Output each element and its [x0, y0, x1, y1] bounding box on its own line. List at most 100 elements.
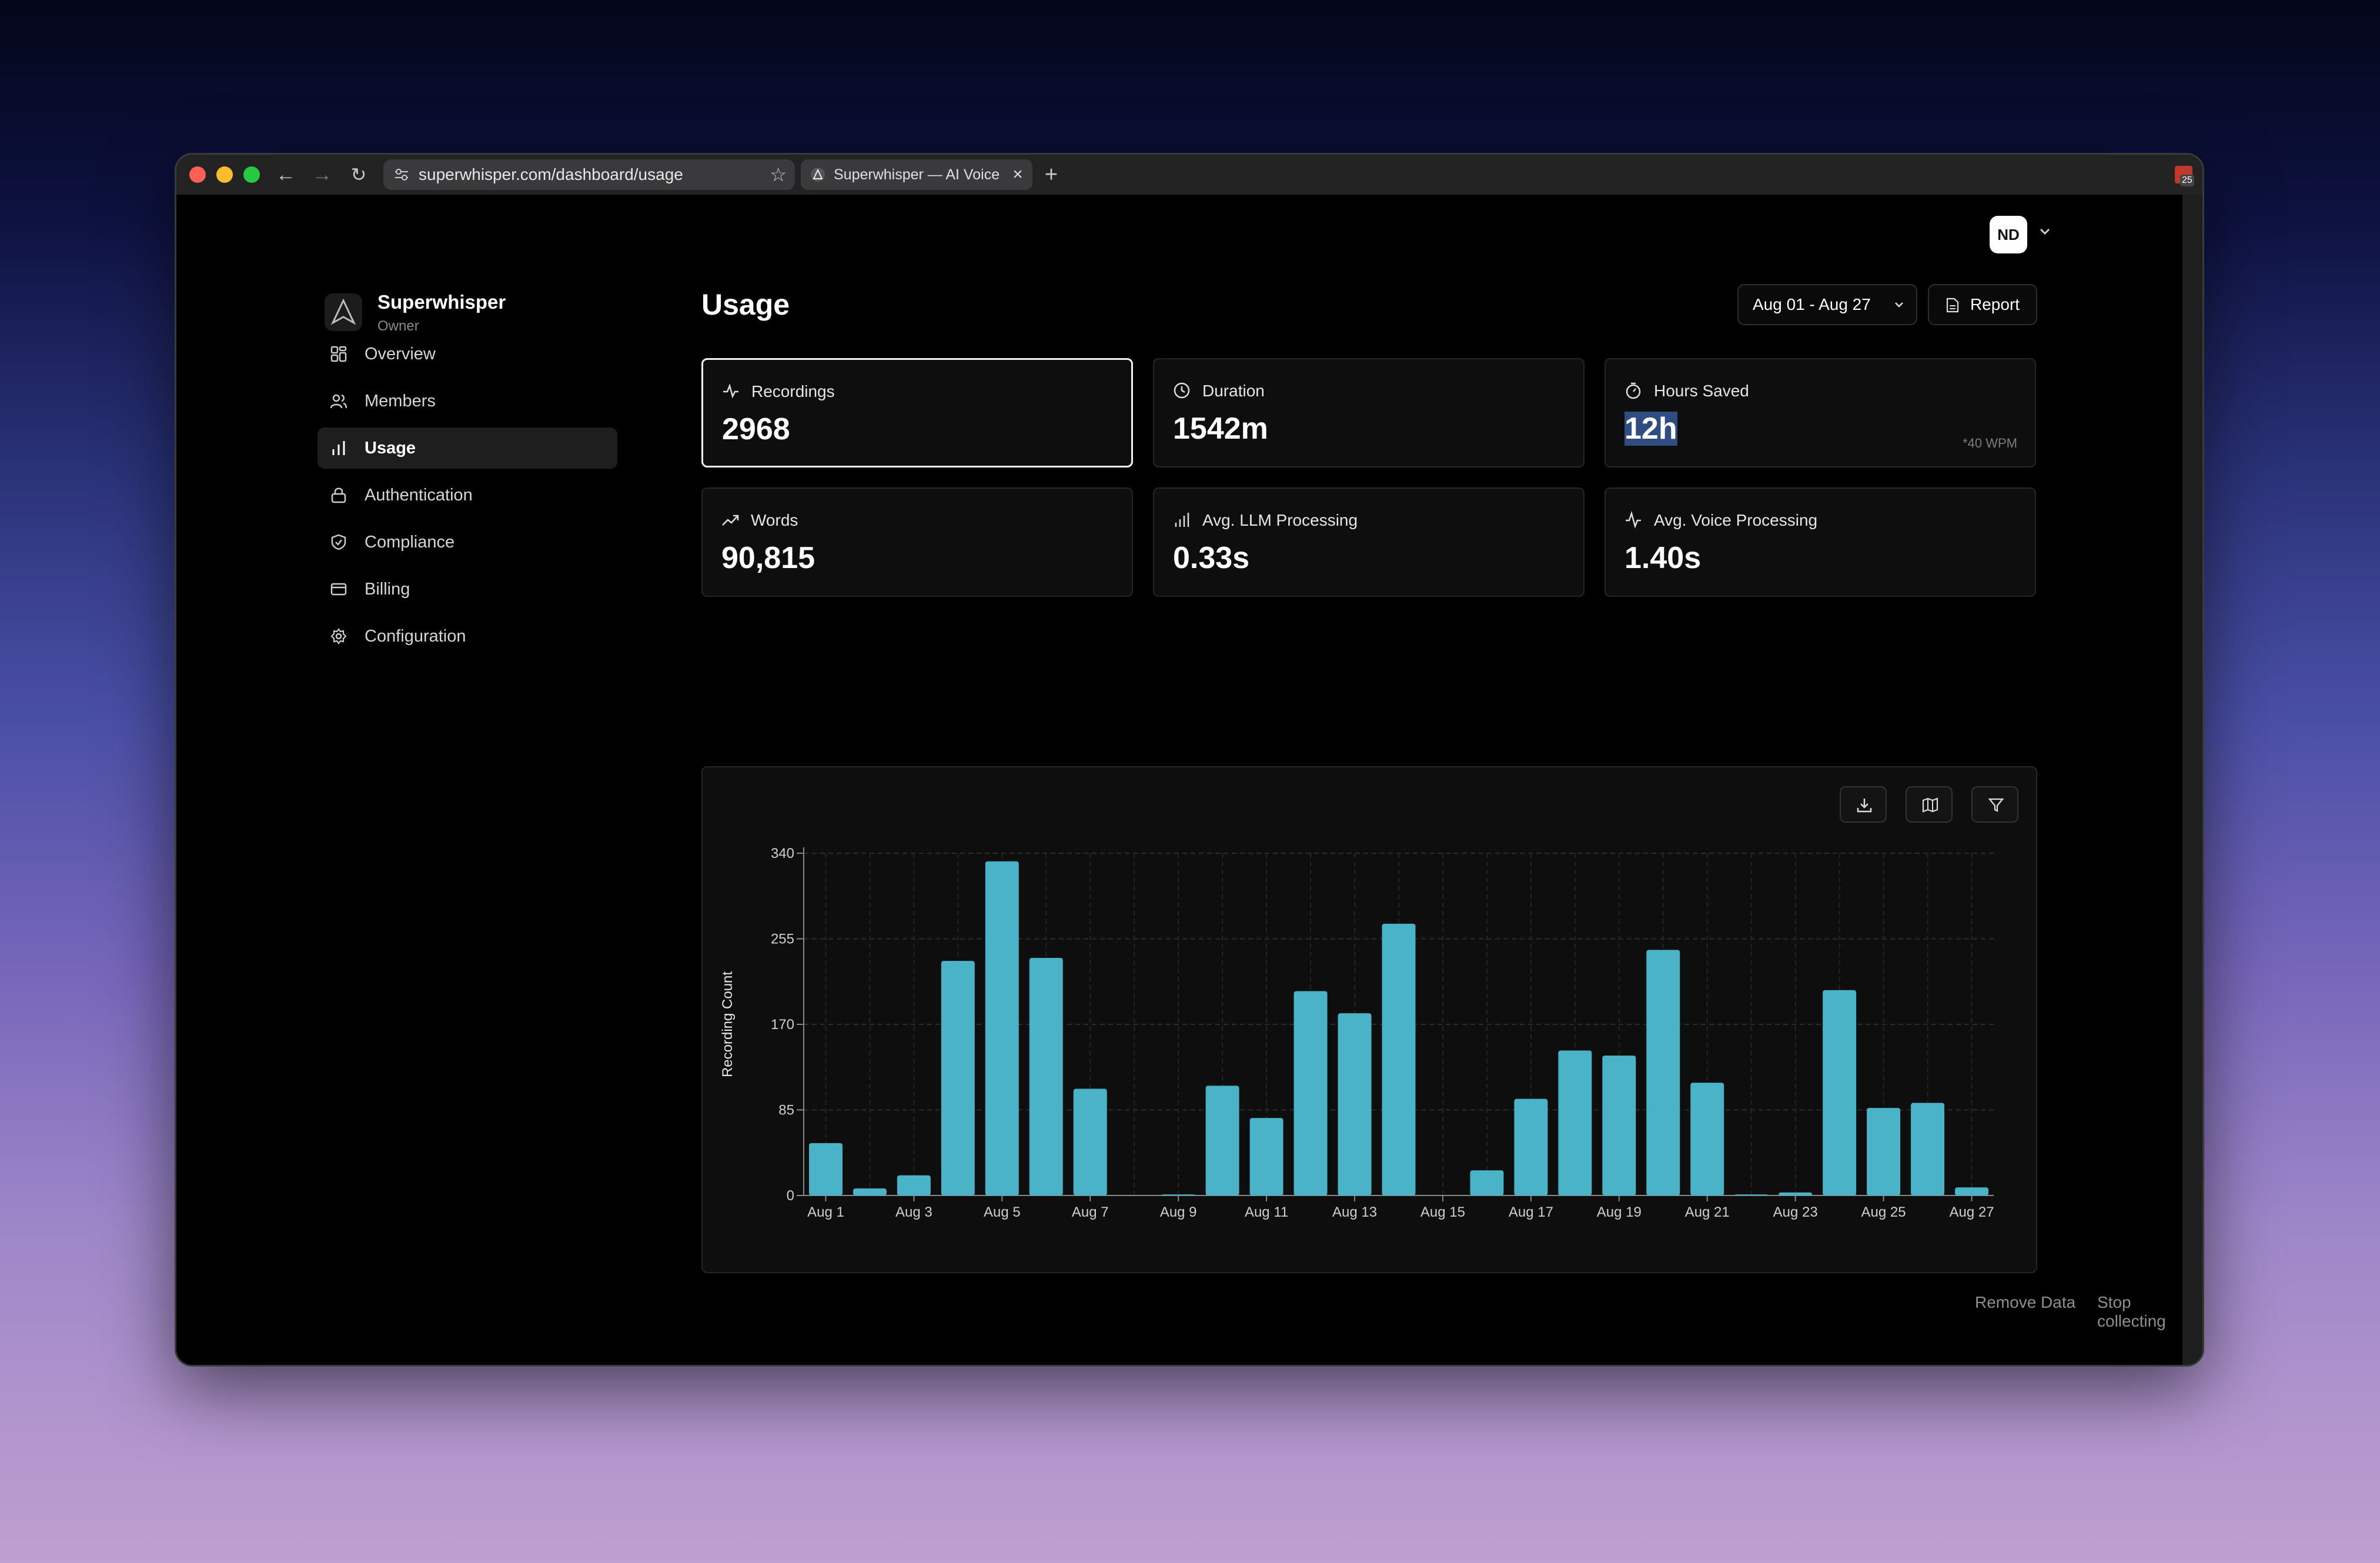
stat-label: Duration — [1202, 382, 1265, 400]
x-tick-label: Aug 13 — [1332, 1204, 1377, 1220]
x-tick-label: Aug 9 — [1160, 1204, 1197, 1220]
stat-value-wrap: 12h — [1624, 411, 1677, 446]
stat-value: 2968 — [722, 412, 790, 446]
sidebar-item-usage[interactable]: Usage — [317, 428, 617, 469]
scrollbar[interactable] — [2182, 195, 2202, 1365]
chart-bar — [1073, 1088, 1107, 1195]
download-icon — [1857, 799, 1872, 813]
stat-card-recordings[interactable]: Recordings 2968 — [701, 358, 1133, 467]
recordings-bar-chart: 0 85 170 255 340 Aug 1 Aug 3 Aug 5 Aug 7 Aug 9 Aug… — [720, 846, 1994, 1220]
x-tick-label: Aug 11 — [1245, 1204, 1288, 1220]
clock-icon — [1174, 382, 1190, 399]
sidebar-item-compliance[interactable]: Compliance — [317, 522, 617, 563]
sidebar-item-label: Members — [365, 392, 436, 410]
maximize-window-button[interactable] — [243, 166, 260, 183]
filter-chart-button[interactable] — [1971, 786, 2018, 823]
file-text-icon — [1946, 298, 1959, 313]
chart-bar — [1338, 1013, 1372, 1195]
x-tick-label: Aug 21 — [1685, 1204, 1730, 1220]
y-tick-label: 85 — [778, 1103, 794, 1118]
page-content: ND Superwhisper Owner Overview Members U… — [176, 195, 2202, 1365]
tab-title: Superwhisper — AI Voice — [834, 166, 1000, 183]
y-tick-label: 0 — [787, 1188, 794, 1204]
close-tab-icon[interactable]: × — [1003, 159, 1032, 190]
stat-card-words[interactable]: Words 90,815 — [701, 487, 1133, 597]
stat-card-hours-saved[interactable]: Hours Saved 12h *40 WPM — [1605, 358, 2036, 467]
map-icon — [1922, 797, 1938, 813]
sidebar-item-label: Compliance — [365, 533, 455, 552]
stat-value: 1.40s — [1624, 541, 1702, 575]
bookmark-star-icon[interactable]: ☆ — [770, 164, 787, 185]
credit-card-icon — [330, 583, 347, 596]
chart-bar — [1911, 1103, 1945, 1195]
x-tick-label: Aug 3 — [895, 1204, 932, 1220]
users-icon — [330, 394, 347, 409]
sidebar-item-label: Billing — [365, 580, 410, 599]
stat-value: 12h — [1624, 412, 1677, 446]
chart-bar — [1470, 1170, 1504, 1195]
chart-bar — [1646, 950, 1680, 1195]
chart-bar — [1205, 1086, 1239, 1195]
sidebar-item-members[interactable]: Members — [317, 380, 617, 422]
close-window-button[interactable] — [189, 166, 206, 183]
forward-icon[interactable]: → — [312, 163, 332, 186]
signal-icon — [1175, 513, 1189, 527]
stat-card-llm-processing[interactable]: Avg. LLM Processing 0.33s — [1153, 487, 1585, 597]
stat-value: 90,815 — [721, 541, 815, 575]
chart-bar — [1602, 1056, 1636, 1195]
stat-label: Avg. Voice Processing — [1654, 511, 1818, 529]
filter-icon — [1988, 798, 2004, 812]
x-tick-label: Aug 19 — [1597, 1204, 1642, 1220]
sidebar-item-label: Authentication — [365, 486, 473, 505]
chart-bar — [1867, 1108, 1901, 1195]
page-title: Usage — [701, 288, 790, 321]
sidebar-item-label: Configuration — [365, 627, 466, 646]
remove-data-link[interactable]: Remove Data — [1975, 1293, 2076, 1311]
download-chart-button[interactable] — [1840, 786, 1887, 823]
user-avatar[interactable]: ND — [1990, 216, 2027, 253]
site-settings-icon[interactable] — [394, 168, 409, 182]
address-bar[interactable]: superwhisper.com/dashboard/usage ☆ — [383, 159, 795, 190]
date-range-label: Aug 01 - Aug 27 — [1753, 295, 1871, 313]
x-tick-label: Aug 17 — [1509, 1204, 1553, 1220]
activity-icon — [723, 383, 738, 399]
map-view-button[interactable] — [1906, 786, 1953, 823]
back-icon[interactable]: ← — [276, 163, 296, 186]
chevron-down-icon[interactable] — [2036, 223, 2054, 241]
superwhisper-logo — [325, 293, 362, 331]
minimize-window-button[interactable] — [216, 166, 233, 183]
report-button[interactable]: Report — [1928, 284, 2037, 325]
sidebar-item-overview[interactable]: Overview — [317, 333, 617, 375]
stat-card-voice-processing[interactable]: Avg. Voice Processing 1.40s — [1605, 487, 2036, 597]
y-tick-label: 340 — [771, 846, 794, 861]
sidebar-item-authentication[interactable]: Authentication — [317, 475, 617, 516]
calendar-extension-icon[interactable]: 25 — [2172, 163, 2195, 186]
y-tick-label: 255 — [771, 931, 794, 947]
stat-value: 0.33s — [1173, 541, 1250, 575]
sidebar-item-configuration[interactable]: Configuration — [317, 616, 617, 657]
chart-bar — [1249, 1118, 1283, 1195]
chart-bar — [985, 861, 1019, 1195]
stop-collecting-link[interactable]: Stop collecting — [2097, 1293, 2166, 1330]
reload-icon[interactable]: ↻ — [350, 164, 367, 185]
new-tab-icon[interactable]: + — [1044, 162, 1058, 187]
chevron-down-icon — [1895, 302, 1903, 308]
chart-bar — [1558, 1050, 1592, 1195]
date-range-picker[interactable]: Aug 01 - Aug 27 — [1737, 284, 1917, 325]
report-label: Report — [1970, 295, 2020, 313]
gear-icon — [330, 628, 347, 644]
stat-label: Words — [751, 511, 798, 529]
lock-icon — [331, 487, 346, 503]
stat-label: Recordings — [751, 382, 835, 400]
chart-bar — [1734, 1194, 1769, 1195]
browser-tab[interactable]: Superwhisper — AI Voice × — [801, 159, 1032, 190]
sidebar-item-billing[interactable]: Billing — [317, 569, 617, 610]
usage-chart-panel: 0 85 170 255 340 Aug 1 Aug 3 Aug 5 Aug 7 Aug 9 Aug… — [701, 766, 2037, 1273]
chart-bar — [1823, 990, 1857, 1195]
chart-bar — [1029, 958, 1063, 1195]
bar-chart-icon — [332, 441, 345, 455]
org-name: Superwhisper — [377, 291, 506, 313]
y-axis-label: Recording Count — [720, 971, 736, 1077]
stat-card-duration[interactable]: Duration 1542m — [1153, 358, 1585, 467]
stat-value: 1542m — [1173, 412, 1268, 446]
